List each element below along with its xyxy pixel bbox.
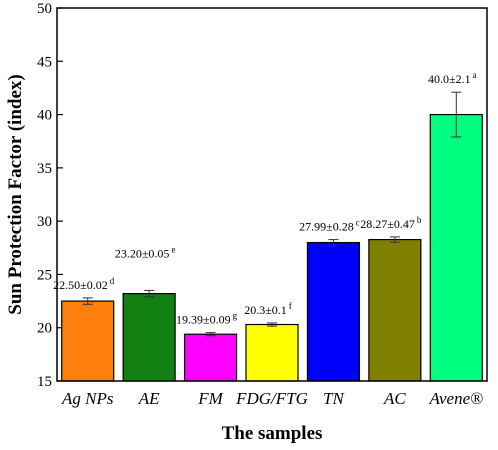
bar [368, 238, 422, 382]
data-label: 40.0±2.1 a [428, 70, 477, 86]
y-tick-label: 35 [37, 161, 52, 177]
bar [245, 323, 299, 382]
bar [183, 333, 238, 382]
data-label: 22.50±0.02 d [53, 276, 115, 292]
y-axis-title: Sun Protection Factor (index) [5, 74, 26, 314]
bar [429, 113, 483, 382]
data-label: 28.27±0.47 b [360, 215, 422, 231]
y-axis-ticks: 15 20 25 30 35 40 45 50 [37, 1, 63, 390]
category-label: AC [383, 389, 406, 408]
data-labels: 22.50±0.02 d23.20±0.05 e 19.39±0.09 g 20.3±0.… [53, 70, 476, 326]
category-label: AE [138, 389, 160, 408]
category-label: Ag NPs [61, 389, 114, 408]
y-tick-label: 25 [37, 267, 52, 283]
x-axis-title: The samples [222, 423, 323, 444]
data-label: 19.39±0.09 g [176, 311, 238, 327]
bars [61, 91, 483, 382]
bar [122, 293, 176, 382]
category-labels: Ag NPs AE FM FDG/FTG TN AC Avene® [61, 389, 483, 408]
y-tick-label: 40 [37, 108, 52, 124]
bar [306, 241, 361, 382]
category-label: Avene® [429, 389, 484, 408]
data-label: 23.20±0.05 e [115, 244, 176, 260]
y-tick-label: 20 [37, 321, 52, 337]
bar [61, 300, 115, 382]
data-label: 20.3±0.1 f [244, 301, 292, 317]
y-tick-label: 15 [37, 374, 52, 390]
plot-frame [56, 7, 488, 382]
data-label: 27.99±0.28 c [299, 218, 360, 234]
y-tick-label: 45 [37, 54, 52, 70]
category-label: TN [323, 389, 345, 408]
y-tick-label: 30 [37, 214, 52, 230]
y-tick-label: 50 [37, 1, 52, 17]
category-label: FDG/FTG [235, 389, 308, 408]
category-label: FM [197, 389, 223, 408]
